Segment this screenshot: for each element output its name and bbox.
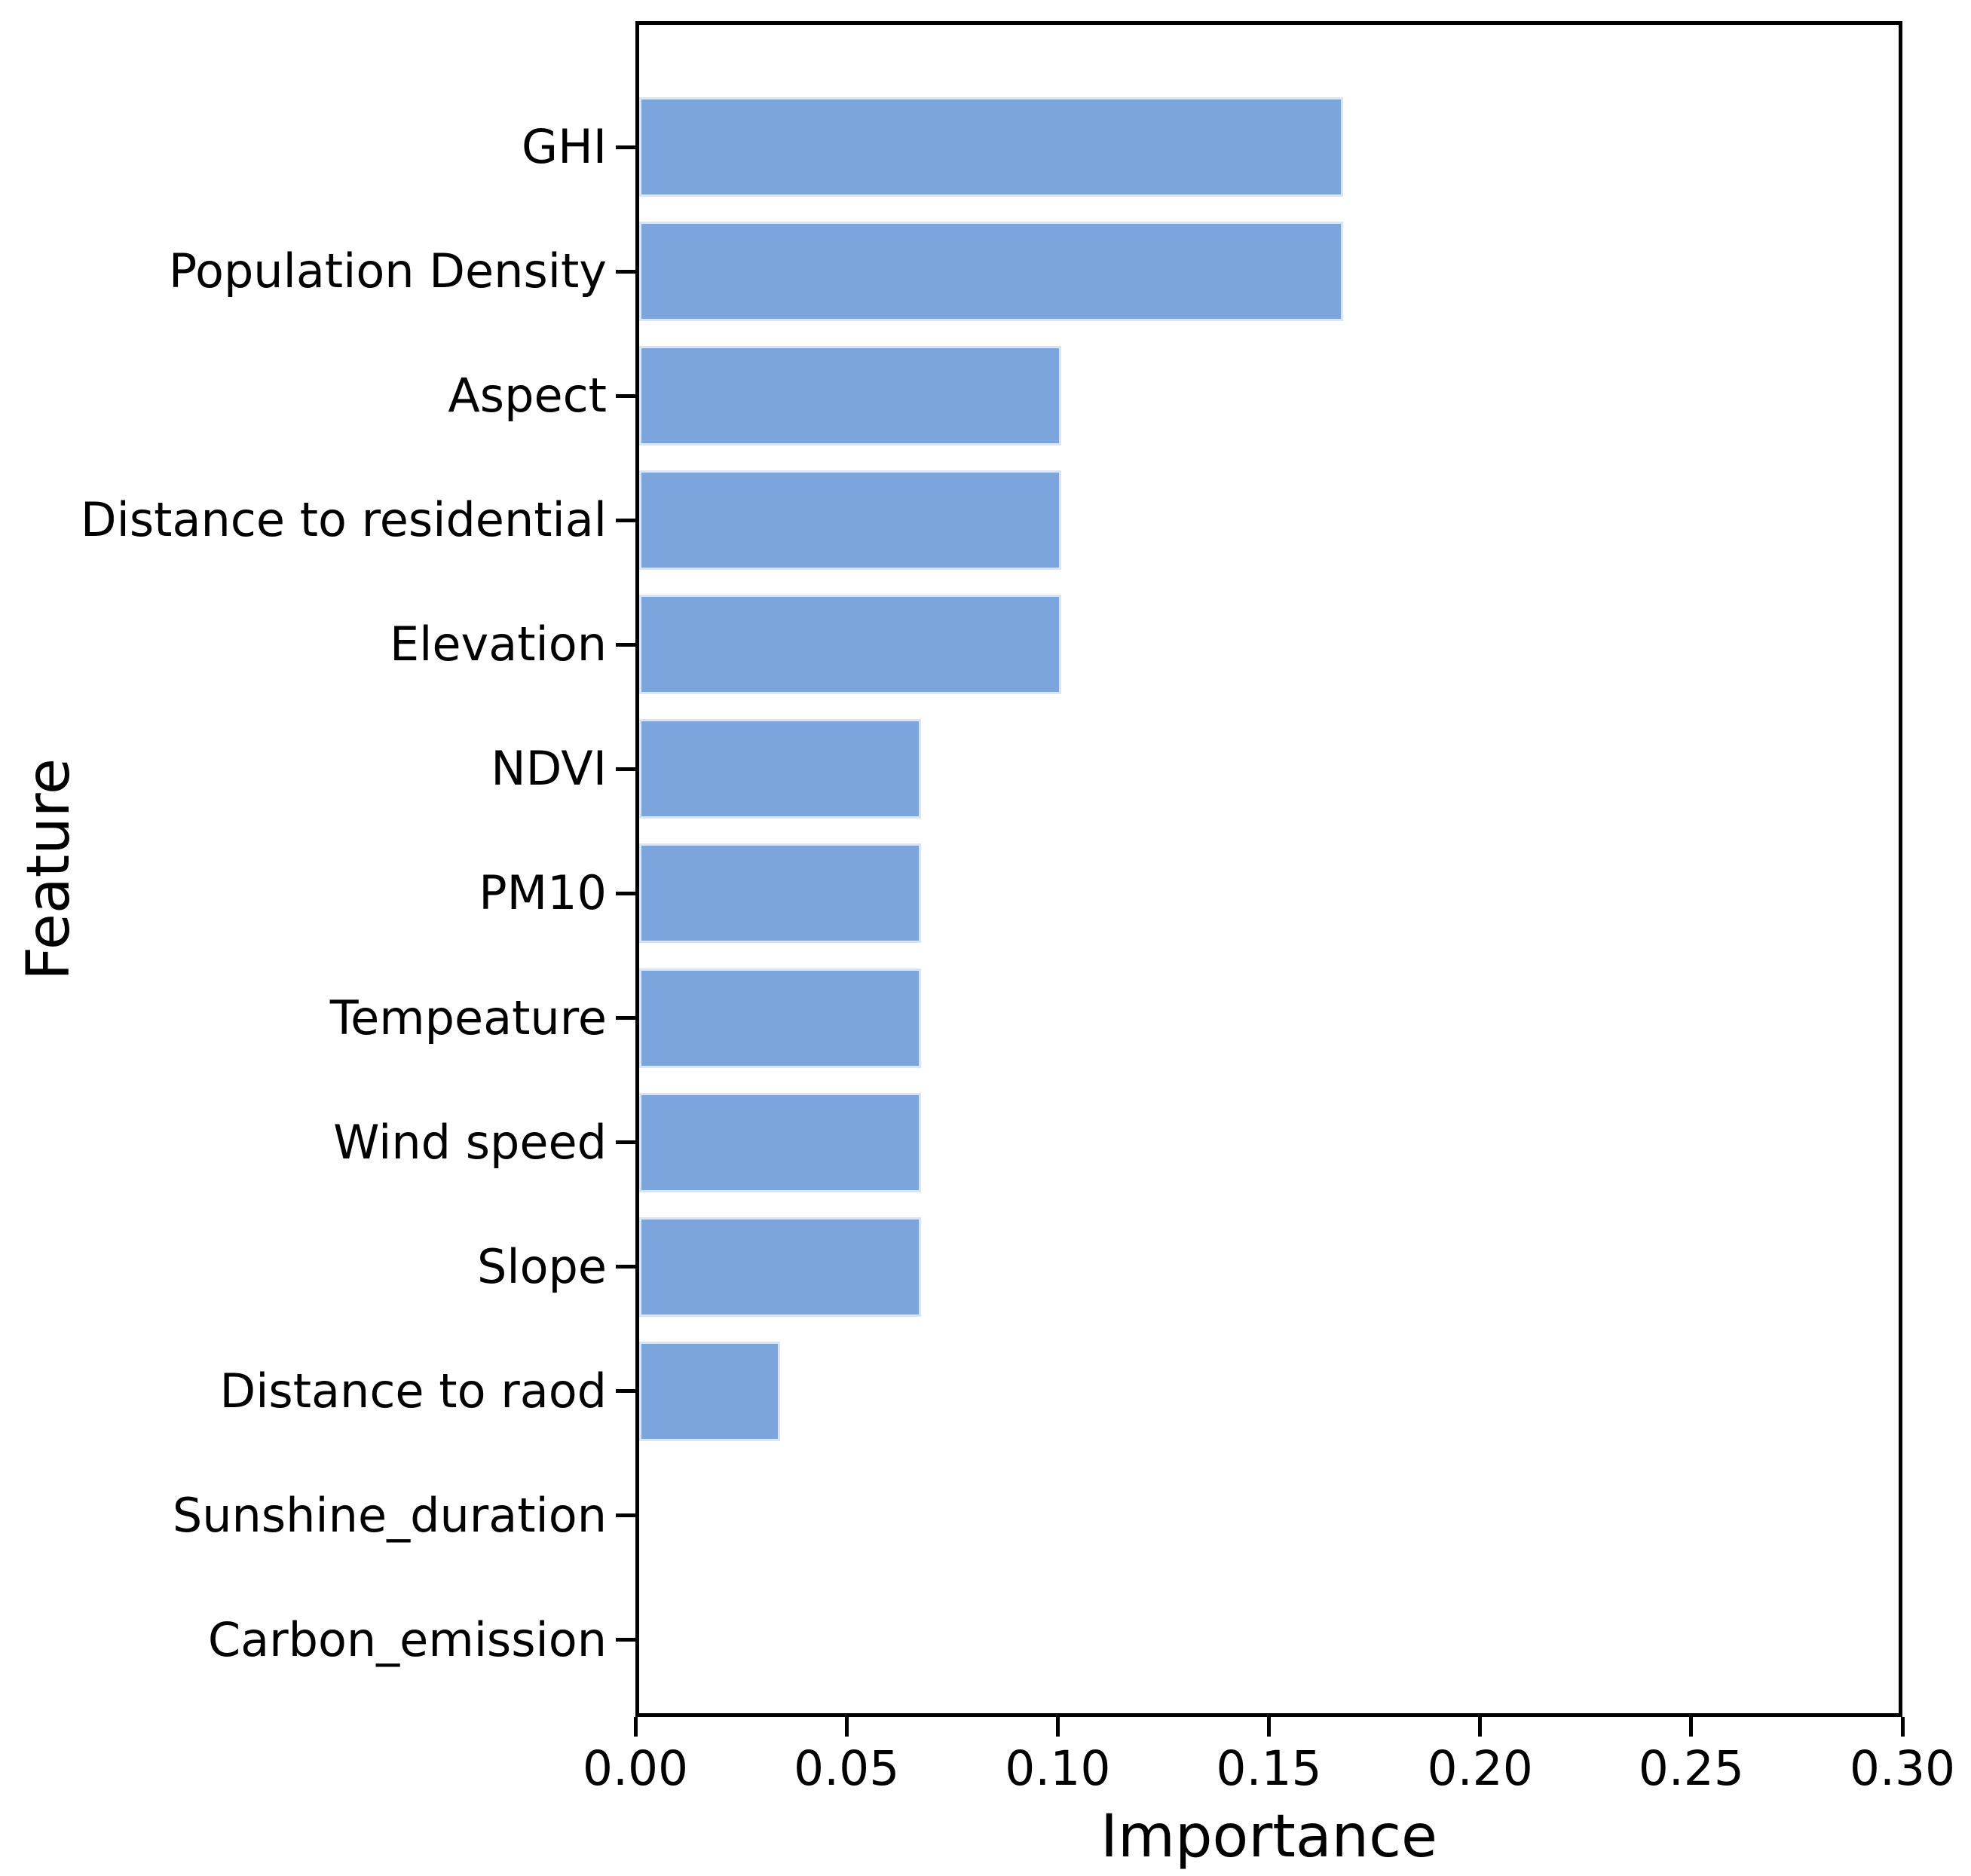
bar (639, 97, 1343, 197)
bar (639, 968, 921, 1068)
x-tick (1055, 1717, 1060, 1737)
x-tick-label: 0.00 (582, 1741, 689, 1796)
y-tick (616, 1389, 635, 1394)
y-tick (616, 1140, 635, 1145)
x-tick-label: 0.15 (1216, 1741, 1322, 1796)
bar (639, 346, 1061, 446)
bar (639, 470, 1061, 571)
x-tick-label: 0.25 (1638, 1741, 1744, 1796)
y-tick-label: Slope (476, 1238, 607, 1294)
x-tick (1478, 1717, 1483, 1737)
y-tick-label: Aspect (448, 368, 607, 424)
x-tick-label: 0.30 (1849, 1741, 1956, 1796)
bar (639, 1216, 921, 1317)
y-tick-label: Distance to residential (80, 492, 607, 548)
y-tick-label: Sunshine_duration (172, 1487, 607, 1543)
y-tick-label: Population Density (168, 243, 607, 299)
y-tick (616, 1638, 635, 1642)
y-tick (616, 518, 635, 522)
bar (639, 843, 921, 944)
bar (639, 595, 1061, 695)
y-tick-label: NDVI (491, 741, 607, 797)
y-tick-label: Tempeature (329, 990, 607, 1045)
y-tick-label: PM10 (479, 865, 607, 921)
bar (639, 1092, 921, 1192)
x-tick (1689, 1717, 1694, 1737)
y-tick-label: Wind speed (333, 1114, 607, 1170)
y-tick (616, 1265, 635, 1269)
y-tick (616, 269, 635, 274)
y-tick (616, 767, 635, 771)
x-tick-label: 0.05 (794, 1741, 900, 1796)
bar (639, 1341, 780, 1441)
y-tick (616, 891, 635, 895)
y-tick-label: Carbon_emission (207, 1611, 607, 1667)
y-tick (616, 145, 635, 149)
x-axis-title: Importance (1100, 1803, 1437, 1871)
bar (639, 222, 1343, 322)
x-tick (844, 1717, 849, 1737)
y-tick-label: Distance to raod (219, 1363, 607, 1418)
bar (639, 719, 921, 819)
x-tick (1900, 1717, 1905, 1737)
x-tick-label: 0.20 (1427, 1741, 1533, 1796)
y-tick (616, 393, 635, 398)
y-tick-label: GHI (522, 119, 607, 174)
x-tick (633, 1717, 638, 1737)
y-tick (616, 1016, 635, 1021)
y-axis-title: Feature (15, 757, 83, 981)
x-tick-label: 0.10 (1005, 1741, 1111, 1796)
y-tick (616, 642, 635, 647)
x-tick (1267, 1717, 1271, 1737)
y-tick-label: Elevation (390, 617, 607, 672)
y-tick (616, 1513, 635, 1518)
y-axis-title-container: Feature (8, 21, 90, 1717)
